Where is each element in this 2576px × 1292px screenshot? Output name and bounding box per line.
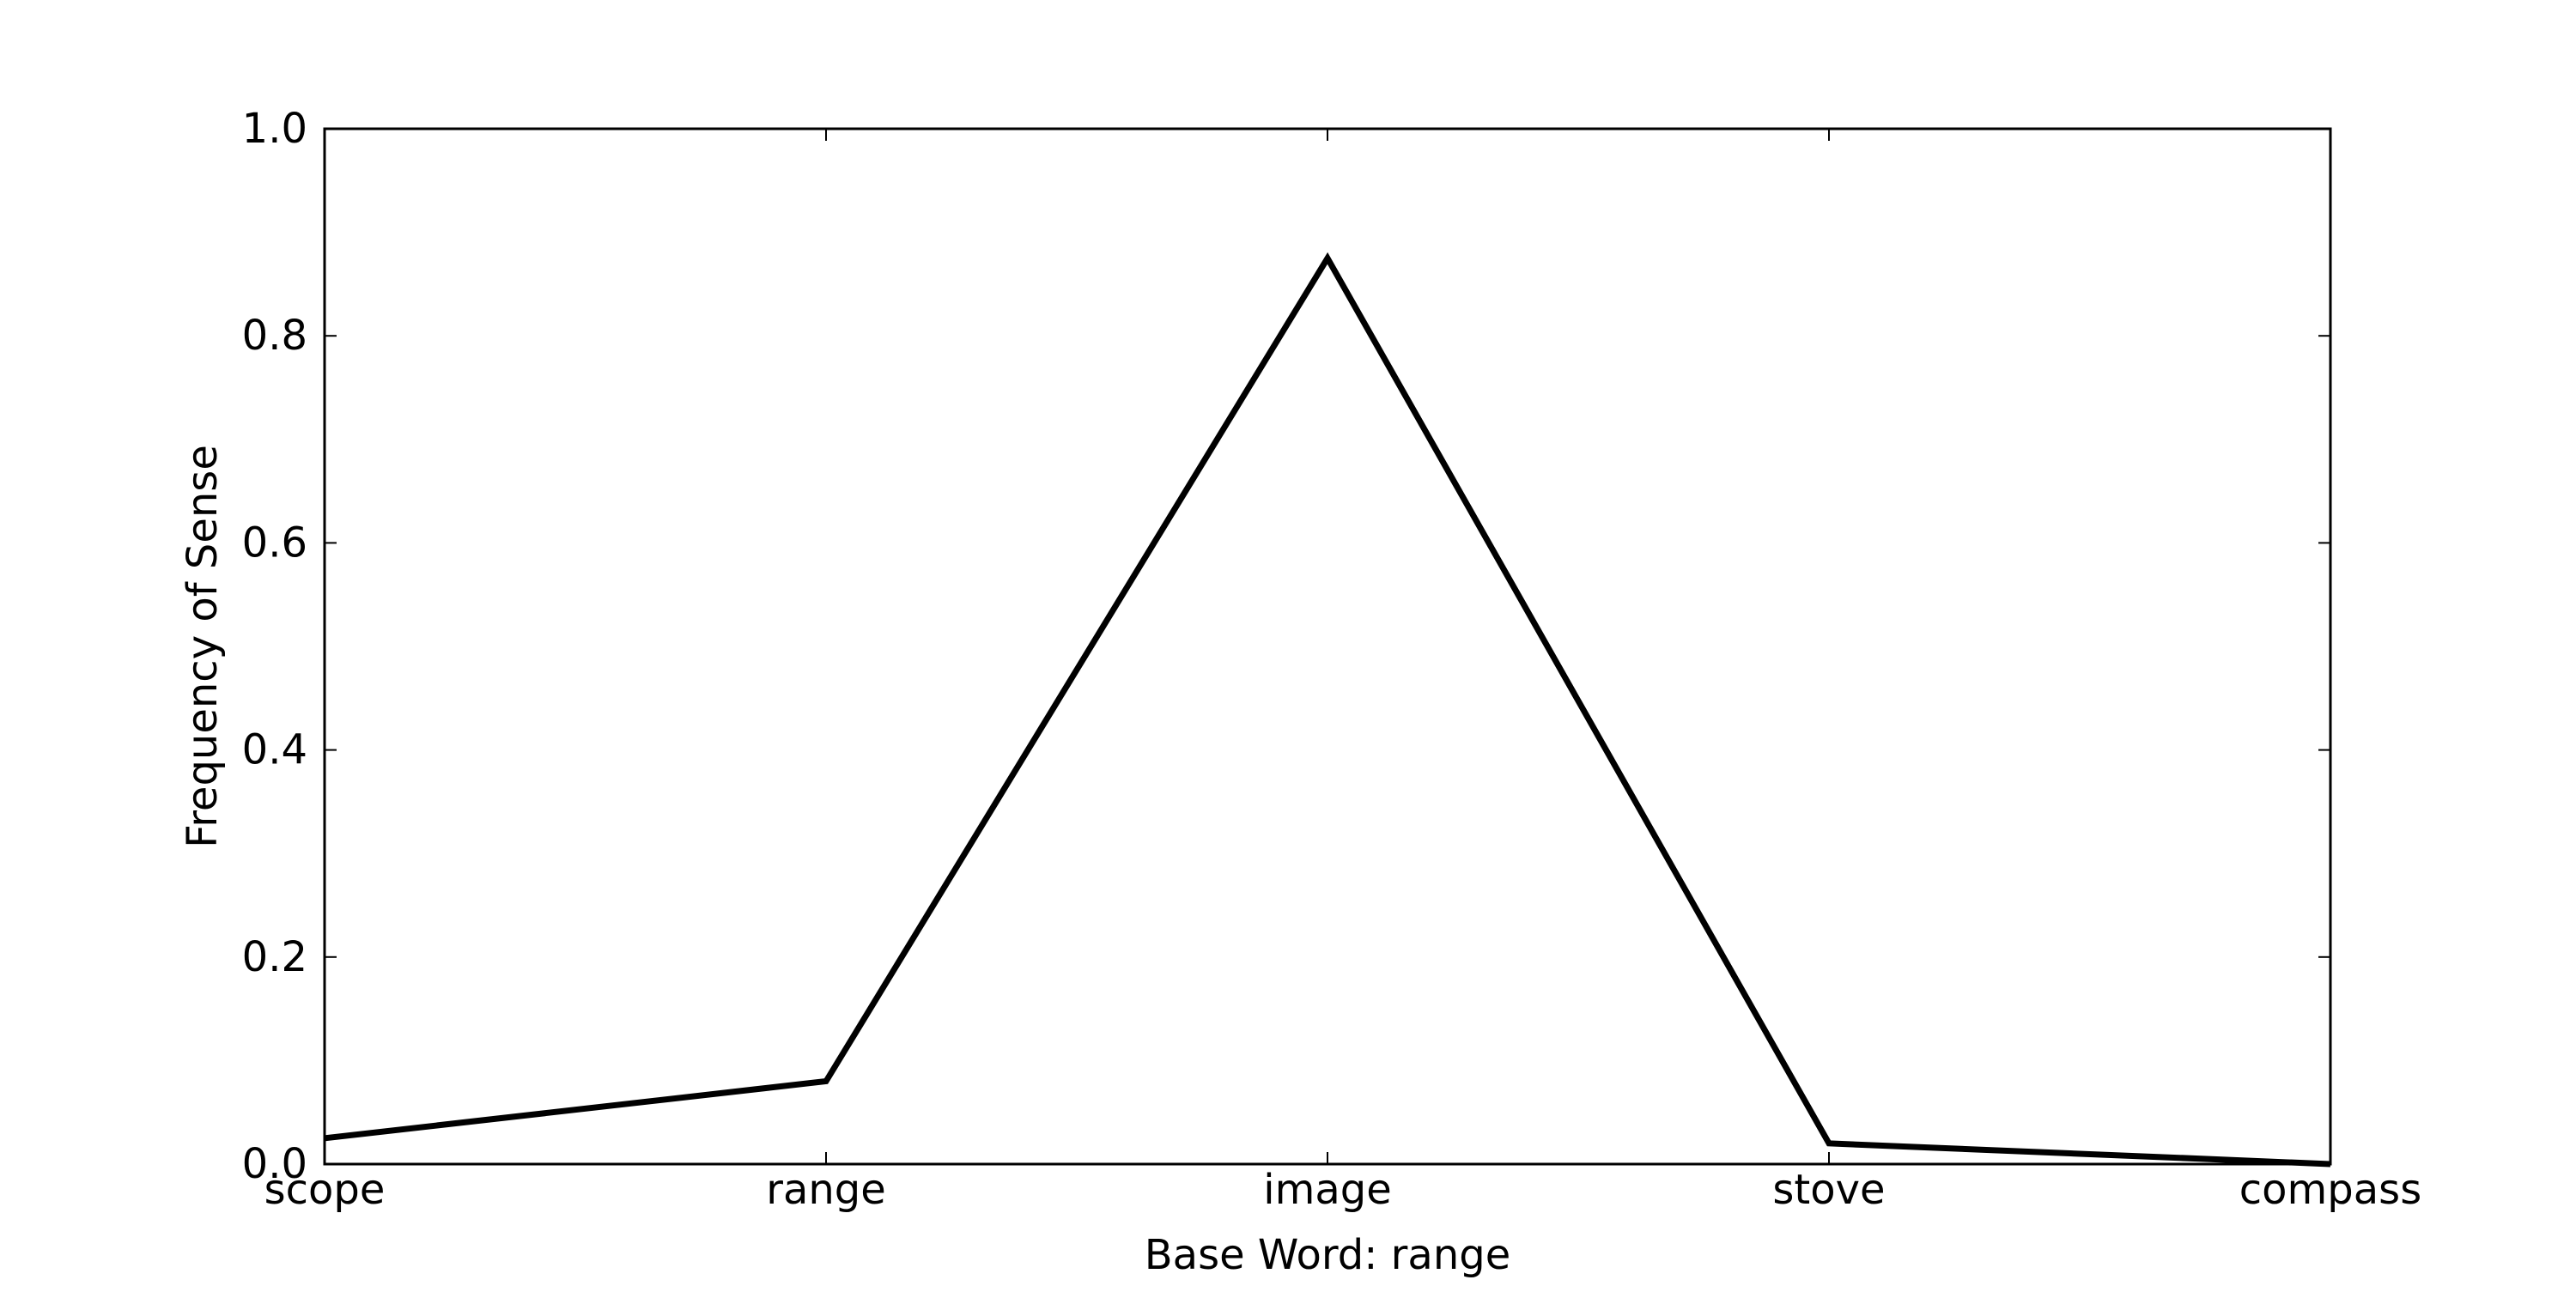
y-tick-label: 0.8	[242, 312, 307, 360]
y-tick-label: 0.2	[242, 933, 307, 981]
x-tick-label: image	[1263, 1166, 1392, 1214]
x-axis-ticks: scope range image stove compass	[264, 129, 2421, 1214]
series-line	[324, 252, 2331, 1168]
x-axis-label: Base Word: range	[1145, 1231, 1511, 1279]
y-axis-label: Frequency of Sense	[179, 445, 227, 848]
y-tick-label: 0.4	[242, 726, 307, 774]
y-tick-label: 0.6	[242, 519, 307, 567]
y-tick-label: 0.0	[242, 1140, 307, 1188]
x-tick-label: compass	[2239, 1166, 2421, 1214]
x-tick-label: scope	[264, 1166, 386, 1214]
y-tick-label: 1.0	[242, 105, 307, 153]
y-axis-ticks: 0.0 0.2 0.4 0.6 0.8 1.0	[242, 105, 2330, 1188]
x-tick-label: stove	[1772, 1166, 1885, 1214]
x-tick-label: range	[766, 1166, 886, 1214]
plot-frame	[323, 127, 2332, 1166]
